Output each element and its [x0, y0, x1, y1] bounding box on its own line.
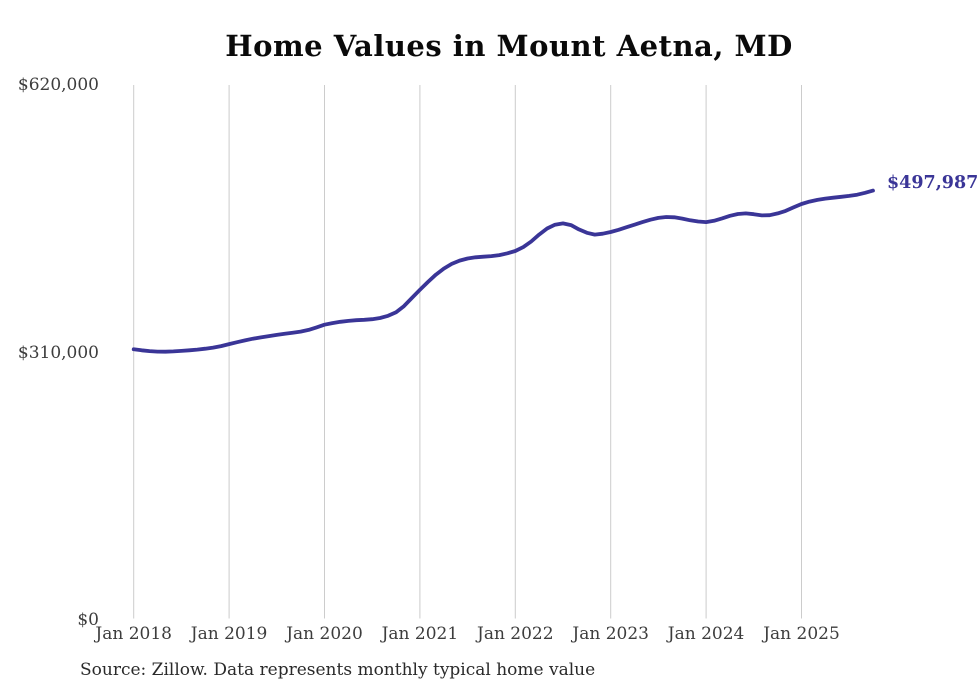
home-value-line — [131, 188, 875, 354]
gridlines — [133, 85, 802, 619]
source-note: Source: Zillow. Data represents monthly … — [80, 660, 596, 680]
chart-title: Home Values in Mount Aetna, MD — [225, 29, 793, 63]
x-tick-jan-2020: Jan 2020 — [286, 624, 363, 644]
x-tick-jan-2025: Jan 2025 — [763, 624, 840, 644]
x-tick-jan-2023: Jan 2023 — [572, 624, 649, 644]
latest-value-label: $497,987 — [887, 173, 979, 193]
y-tick-0: $0 — [77, 610, 99, 630]
y-tick-310000: $310,000 — [17, 342, 99, 363]
x-tick-jan-2021: Jan 2021 — [381, 624, 459, 644]
y-tick-620000: $620,000 — [17, 75, 99, 96]
x-tick-jan-2024: Jan 2024 — [667, 624, 745, 644]
x-tick-jan-2019: Jan 2019 — [190, 624, 268, 644]
x-tick-jan-2022: Jan 2022 — [477, 624, 554, 644]
x-tick-jan-2018: Jan 2018 — [95, 624, 172, 644]
